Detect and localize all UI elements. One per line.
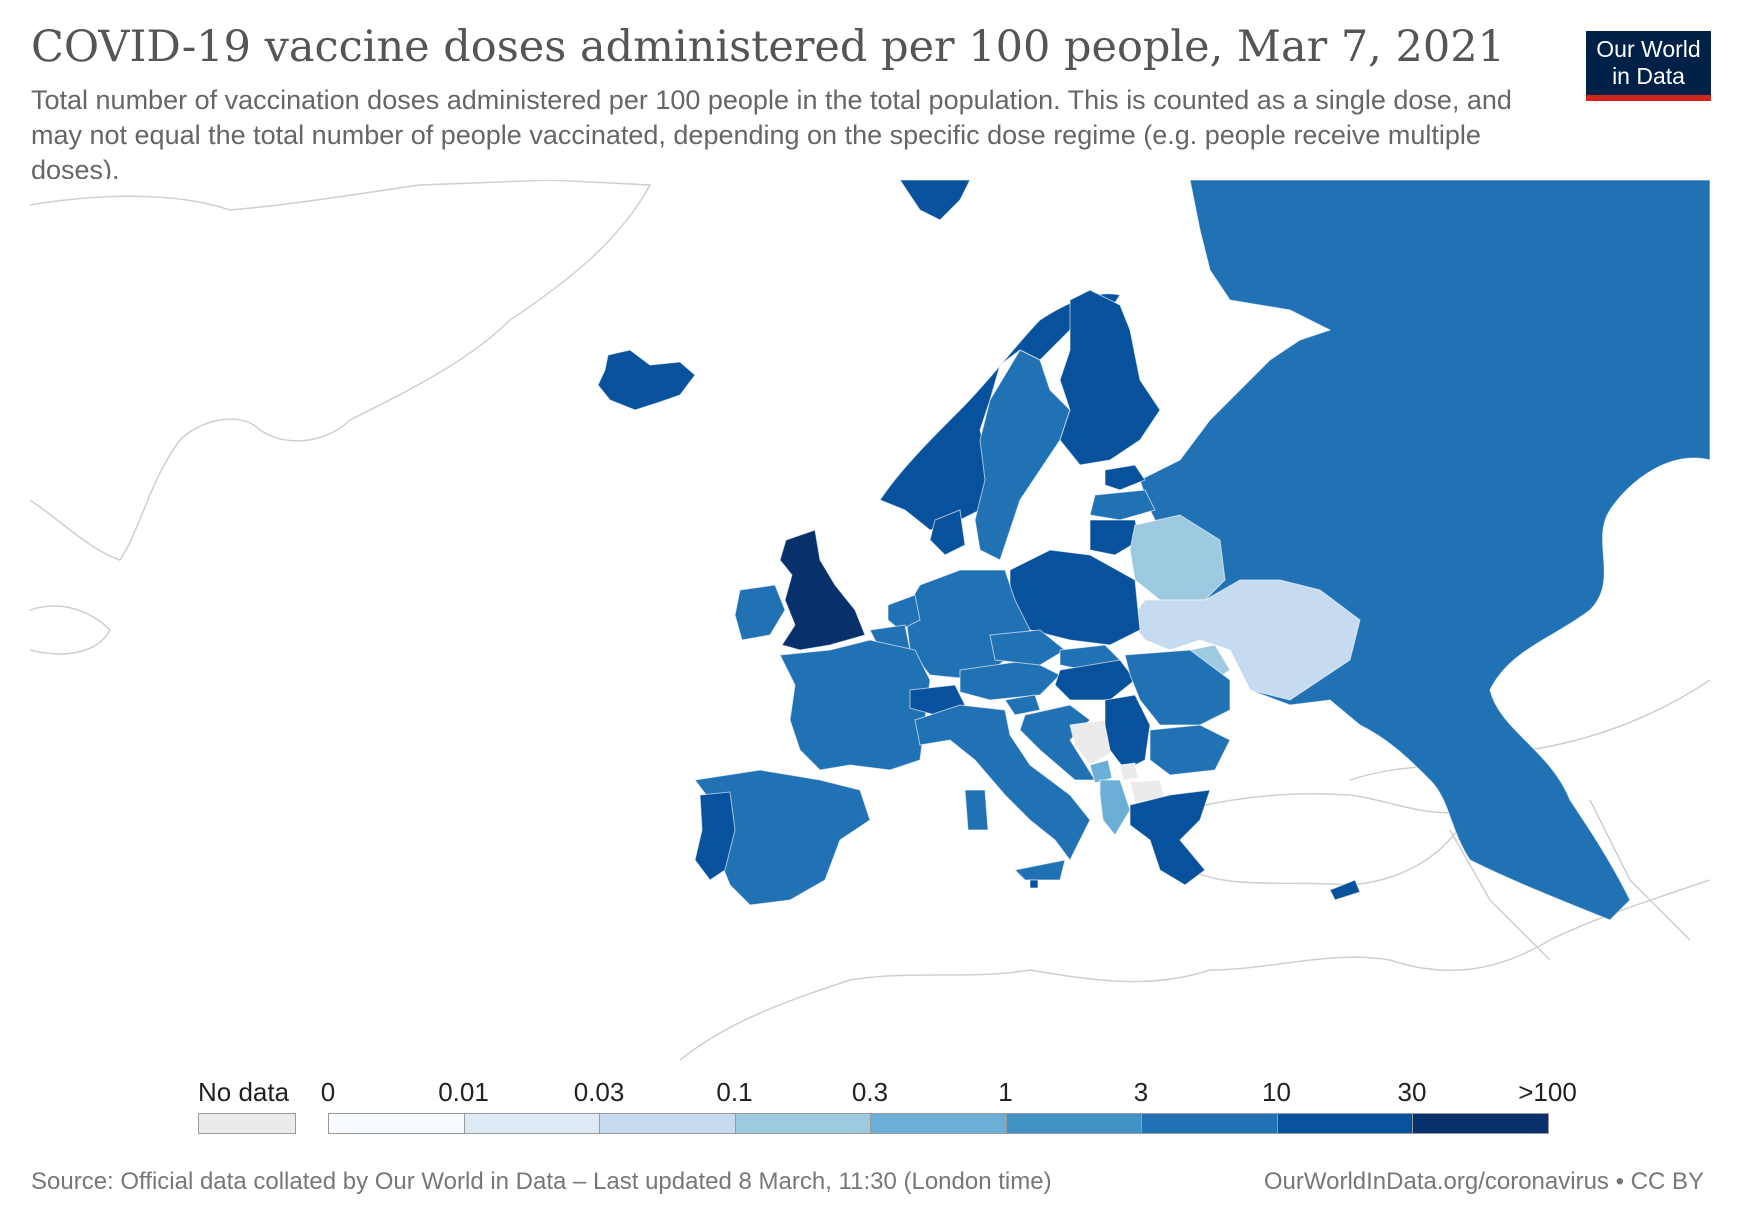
color-legend: No data 0 0.01 0.03 0.1 0.3 1 3 10 30 >100 — [0, 1070, 1740, 1140]
country-ireland[interactable] — [734, 584, 786, 641]
map-background-outlines — [30, 180, 1710, 1061]
country-cyprus[interactable] — [1329, 879, 1361, 901]
legend-tick-label: 3 — [1133, 1077, 1149, 1107]
legend-tick-label: 30 — [1397, 1077, 1427, 1107]
legend-bin-1[interactable] — [463, 1113, 600, 1134]
country-italy[interactable] — [914, 704, 1091, 861]
country-sweden[interactable] — [974, 349, 1071, 561]
legend-tick-label: 0.3 — [851, 1077, 889, 1107]
legend-tick-label: >100 — [1518, 1077, 1577, 1107]
legend-no-data-swatch[interactable] — [198, 1113, 296, 1134]
country-ukraine[interactable] — [1129, 579, 1361, 701]
legend-bin-0[interactable] — [328, 1113, 465, 1134]
country-lithuania[interactable] — [1089, 519, 1141, 556]
legend-bin-6[interactable] — [1141, 1113, 1278, 1134]
country-estonia[interactable] — [1104, 464, 1146, 491]
legend-bin-4[interactable] — [870, 1113, 1007, 1134]
legend-tick-label: 0.1 — [716, 1077, 753, 1107]
country-malta[interactable] — [1029, 879, 1039, 889]
country-norway[interactable] — [879, 293, 1121, 531]
country-bosnia-and-herzegovina[interactable] — [1069, 719, 1116, 766]
country-serbia[interactable] — [1104, 694, 1151, 771]
country-svalbard[interactable] — [899, 180, 971, 221]
country-denmark[interactable] — [929, 509, 966, 556]
country-russia[interactable] — [1139, 180, 1710, 921]
footer-link[interactable]: OurWorldInData.org/coronavirus • CC BY — [1263, 1168, 1704, 1195]
country-latvia[interactable] — [1089, 489, 1156, 521]
country-france[interactable] — [779, 639, 931, 771]
europe-map — [30, 180, 1710, 1061]
country-united-kingdom[interactable] — [779, 529, 866, 651]
logo-line-1: Our World — [1596, 36, 1701, 62]
legend-bin-8[interactable] — [1412, 1113, 1549, 1134]
legend-tick-label: 0.01 — [438, 1077, 489, 1107]
legend-bin-7[interactable] — [1276, 1113, 1413, 1134]
country-slovenia[interactable] — [1004, 694, 1041, 716]
legend-tick-label: 0.03 — [573, 1077, 625, 1107]
country-finland[interactable] — [1059, 289, 1161, 466]
country-iceland[interactable] — [597, 349, 696, 411]
country-sardinia[interactable] — [964, 789, 989, 831]
north-africa-outline — [679, 879, 1710, 1061]
owid-logo[interactable]: Our World in Data — [1586, 31, 1711, 101]
source-note: Source: Official data collated by Our Wo… — [31, 1168, 1052, 1195]
country-sicily[interactable] — [1013, 859, 1066, 881]
chart-subtitle: Total number of vaccination doses admini… — [31, 85, 1512, 179]
country-kosovo[interactable] — [1119, 762, 1139, 781]
country-czechia[interactable] — [989, 629, 1066, 666]
legend-tick-label: 10 — [1262, 1077, 1291, 1107]
country-netherlands[interactable] — [887, 594, 921, 631]
country-portugal[interactable] — [694, 791, 736, 881]
legend-tick-label: 0 — [320, 1077, 336, 1107]
greenland-outline — [30, 180, 652, 561]
legend-tick-label: 1 — [998, 1077, 1013, 1107]
country-bulgaria[interactable] — [1149, 724, 1231, 776]
logo-line-2: in Data — [1612, 63, 1685, 89]
legend-bin-2[interactable] — [599, 1113, 736, 1134]
canada-islands-outline — [30, 605, 111, 655]
logo-accent-bar — [1586, 95, 1711, 101]
legend-bin-3[interactable] — [734, 1113, 871, 1134]
legend-bin-5[interactable] — [1005, 1113, 1142, 1134]
country-albania[interactable] — [1099, 779, 1131, 836]
country-greece[interactable] — [1129, 789, 1211, 886]
legend-no-data-label: No data — [198, 1077, 290, 1107]
country-montenegro[interactable] — [1089, 759, 1113, 784]
chart-title: COVID-19 vaccine doses administered per … — [31, 22, 1505, 72]
